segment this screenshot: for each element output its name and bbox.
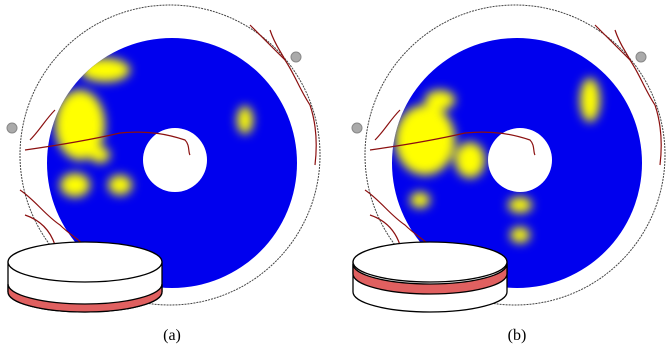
figure: (a) (b) [0, 0, 670, 351]
panel-b: (b) [352, 5, 665, 344]
panel-label: (b) [508, 327, 527, 344]
marker [7, 123, 17, 133]
marker [352, 123, 362, 133]
cylinder [353, 242, 507, 312]
panel-label: (a) [163, 327, 181, 344]
panel-a: (a) [7, 5, 320, 344]
cylinder [8, 242, 162, 312]
marker [636, 52, 646, 62]
marker [291, 52, 301, 62]
